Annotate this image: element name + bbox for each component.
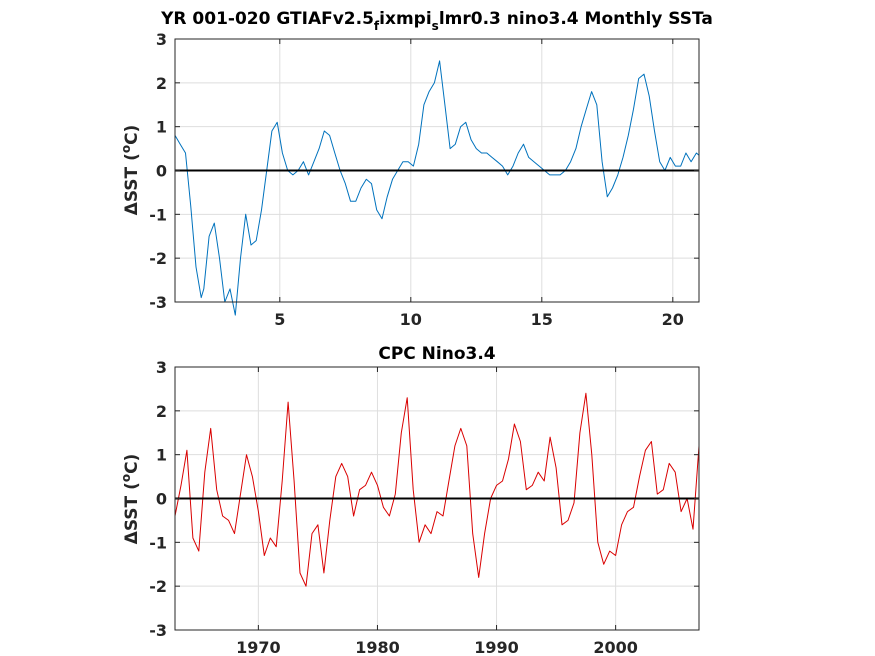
y-axis-label-top: ΔSST (oC)	[119, 125, 142, 216]
x-tick-label: 2000	[593, 638, 638, 656]
y-tick-label: -2	[149, 577, 167, 596]
y-tick-label: 0	[156, 162, 167, 181]
x-tick-label: 15	[531, 310, 553, 329]
chart-title-bottom: CPC Nino3.4	[378, 344, 495, 364]
y-tick-label: 2	[156, 402, 167, 421]
y-tick-label: 1	[156, 118, 167, 137]
x-tick-label: 1980	[355, 638, 400, 656]
x-tick-label: 10	[400, 310, 422, 329]
series-line-bottom	[174, 392, 700, 587]
series-line-top	[174, 60, 700, 316]
x-tick-label: 1970	[236, 638, 281, 656]
y-tick-label: 0	[156, 490, 167, 509]
x-tick-label: 1990	[474, 638, 519, 656]
y-tick-label: -3	[149, 293, 167, 312]
y-tick-label: 2	[156, 74, 167, 93]
y-axis-label-bottom: ΔSST (oC)	[119, 454, 142, 545]
y-tick-label: 1	[156, 446, 167, 465]
y-tick-label: -1	[149, 205, 167, 224]
plot-bottom: 1970 1980 1990 2000 -3 -2 -1 0 1 2 3	[149, 358, 700, 656]
y-tick-label: 3	[156, 30, 167, 49]
x-tick-label: 20	[662, 310, 684, 329]
plot-top: 5 10 15 20 -3 -2 -1 0 1 2 3	[149, 30, 700, 329]
y-tick-label: 3	[156, 358, 167, 377]
y-tick-label: -3	[149, 621, 167, 640]
y-tick-label: -2	[149, 249, 167, 268]
x-tick-label: 5	[274, 310, 285, 329]
y-tick-label: -1	[149, 533, 167, 552]
chart-title-top: YR 001-020 GTIAFv2.5fixmpislmr0.3 nino3.…	[160, 9, 713, 33]
